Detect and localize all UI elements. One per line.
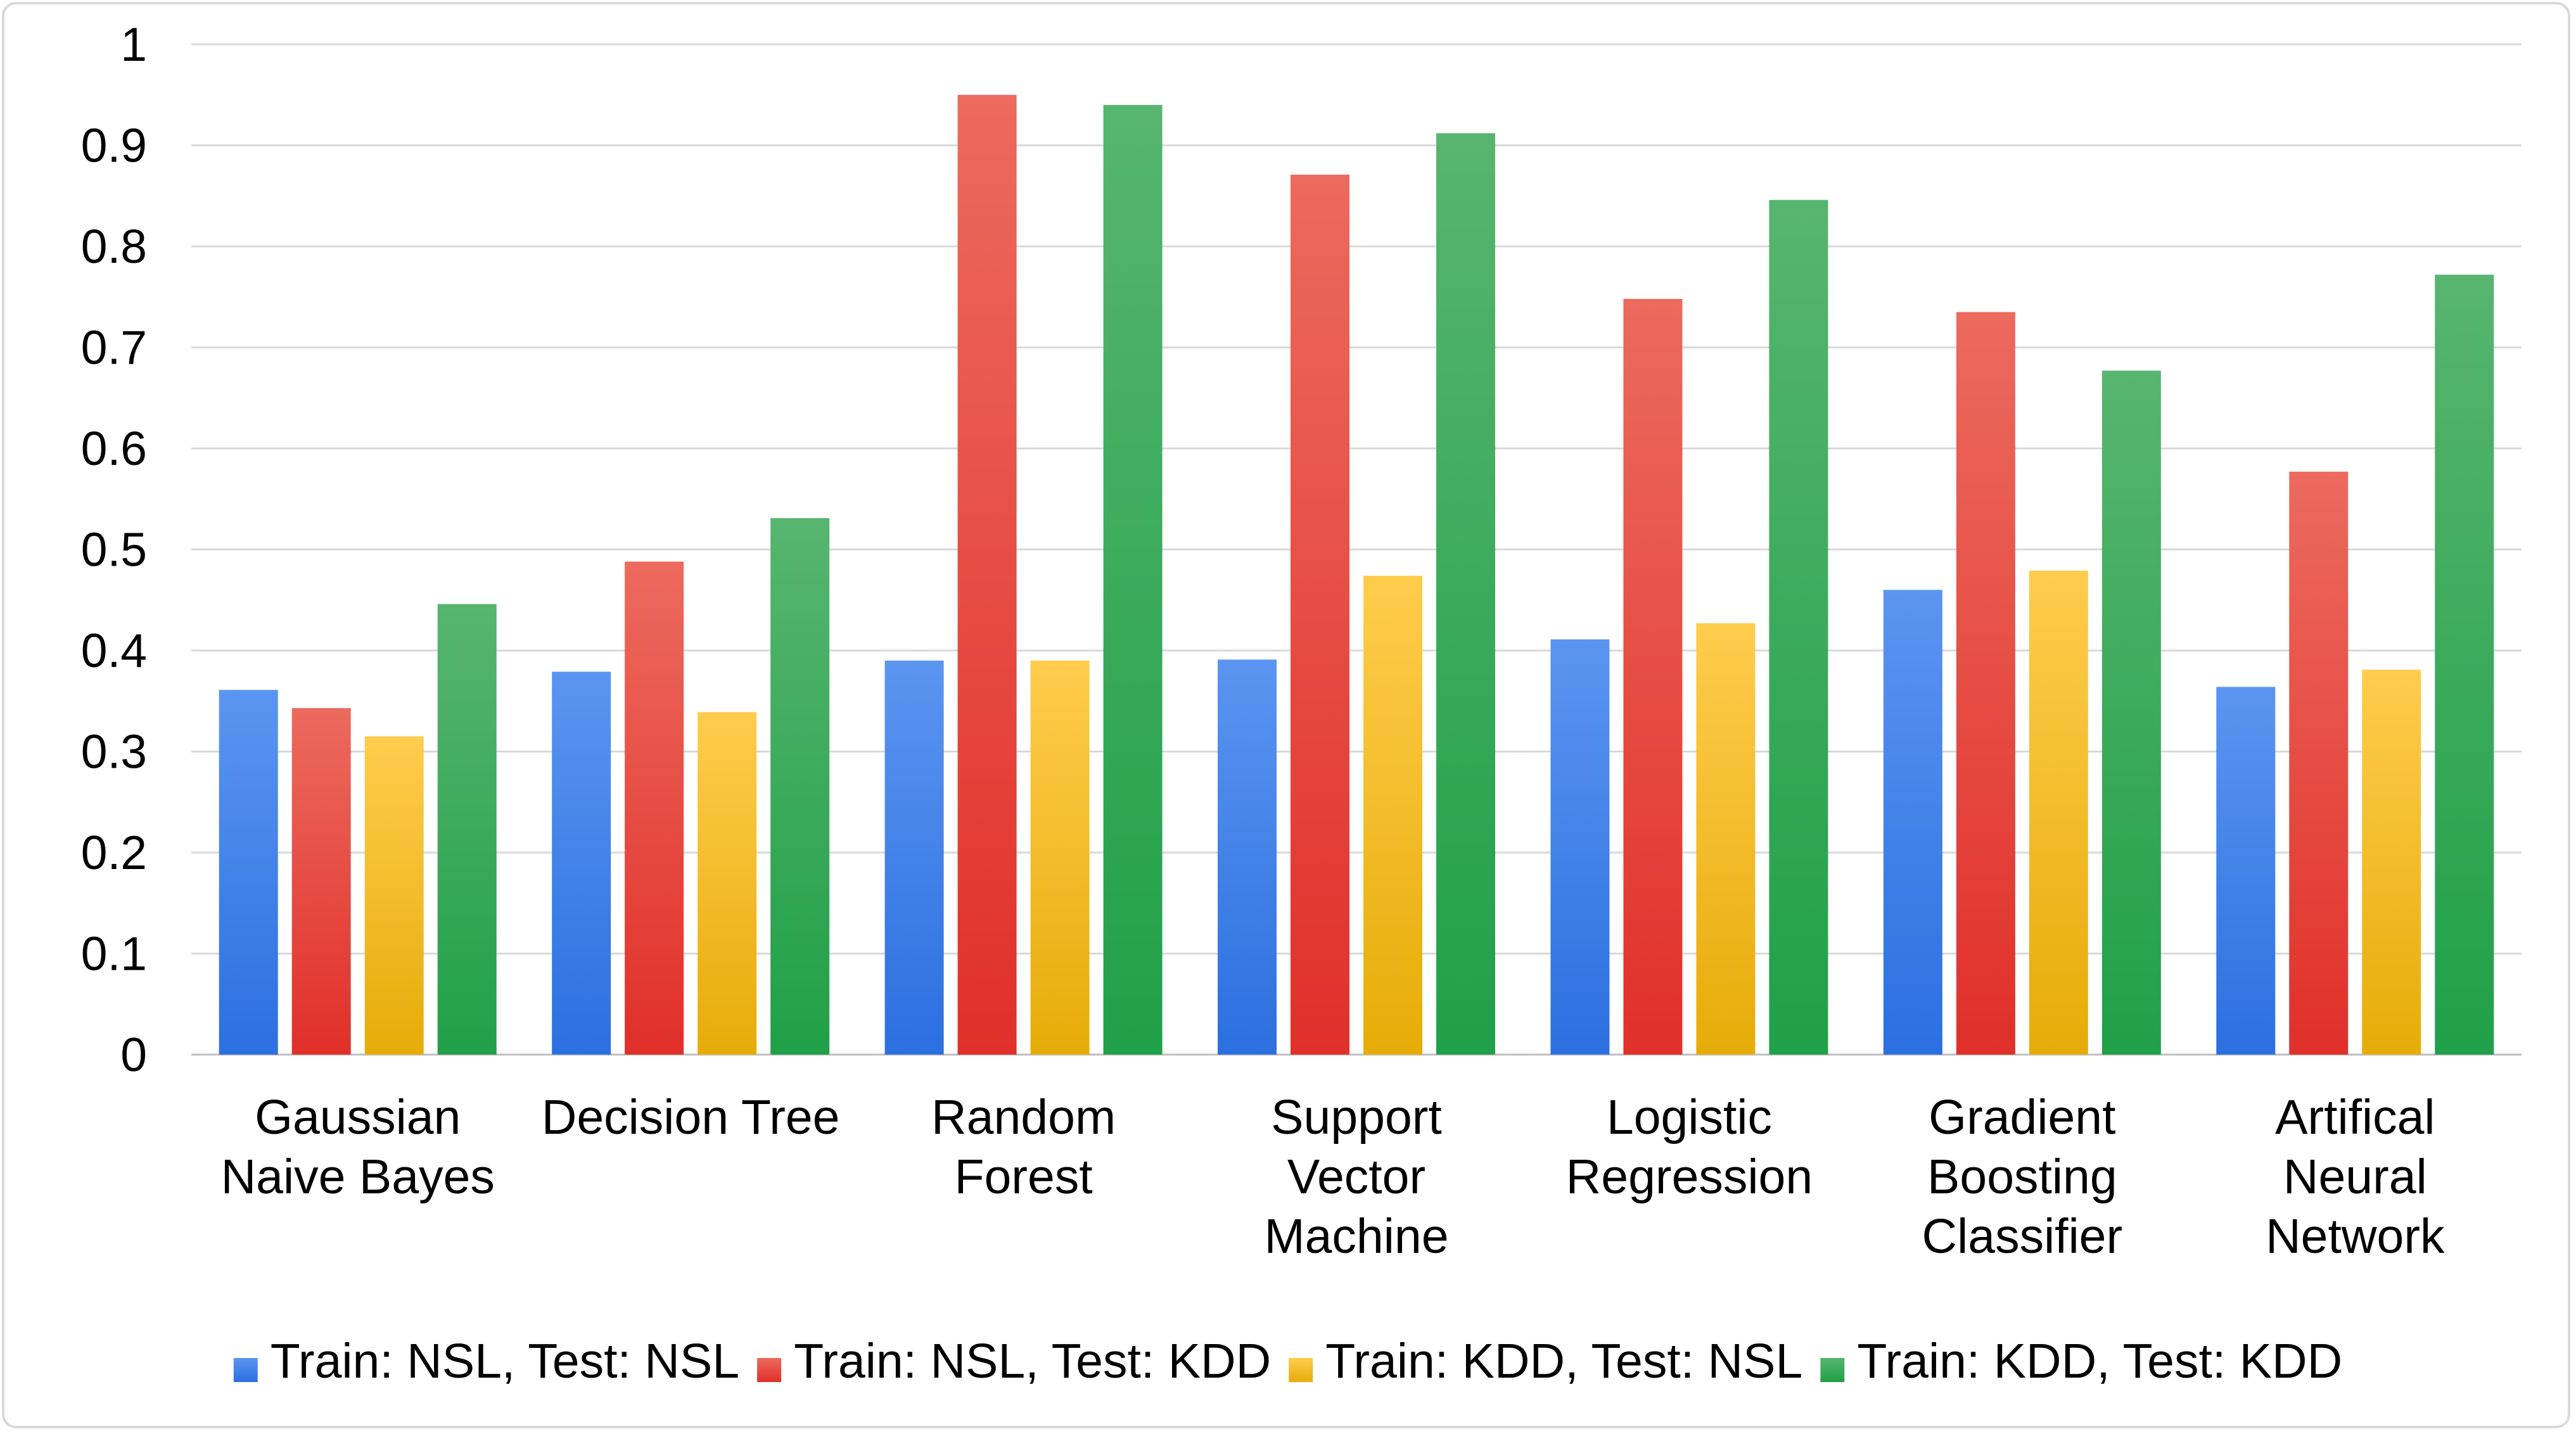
bar xyxy=(2029,570,2088,1055)
x-category-label: Gaussian Naive Bayes xyxy=(221,1090,495,1204)
y-tick-label: 0.5 xyxy=(81,523,147,576)
legend-label: Train: NSL, Test: KDD xyxy=(794,1334,1271,1388)
y-tick-label: 0.7 xyxy=(81,321,147,374)
bar xyxy=(2216,687,2276,1055)
bar xyxy=(1550,639,1610,1055)
x-category-label: Random Forest xyxy=(931,1090,1116,1204)
bar xyxy=(1218,659,1277,1055)
y-tick-label: 0.3 xyxy=(81,725,147,778)
bar xyxy=(957,94,1017,1055)
bar xyxy=(1030,660,1090,1055)
x-category-label: Artifical Neural Network xyxy=(2266,1090,2445,1264)
bar xyxy=(291,707,351,1055)
bar xyxy=(1291,174,1349,1055)
bar xyxy=(437,604,497,1055)
bar xyxy=(884,660,944,1055)
y-tick-label: 0.4 xyxy=(81,624,147,677)
x-category-label: Support Vector Machine xyxy=(1264,1090,1448,1264)
legend-swatch xyxy=(1820,1358,1845,1382)
y-tick-label: 0.2 xyxy=(81,826,147,879)
y-tick-label: 0.9 xyxy=(81,119,147,172)
y-tick-label: 0.8 xyxy=(81,220,147,273)
legend-label: Train: KDD, Test: KDD xyxy=(1857,1334,2342,1388)
x-category-label: Logistic Regression xyxy=(1566,1090,1813,1204)
bar xyxy=(552,671,611,1055)
bar xyxy=(698,712,757,1055)
bars xyxy=(219,94,2494,1055)
bar xyxy=(2362,669,2421,1055)
legend-swatch xyxy=(757,1358,782,1382)
bar xyxy=(2435,274,2494,1055)
bar xyxy=(1883,590,1942,1055)
bar xyxy=(1103,105,1163,1055)
bar xyxy=(2101,371,2161,1055)
x-category-label: Decision Tree xyxy=(542,1090,840,1145)
bar xyxy=(770,518,830,1055)
y-tick-label: 0.1 xyxy=(81,927,147,980)
bar xyxy=(364,736,424,1055)
legend-swatch xyxy=(1289,1358,1313,1382)
y-tick-label: 0.6 xyxy=(81,422,147,475)
x-category-label: Gradient Boosting Classifier xyxy=(1922,1090,2123,1264)
bar xyxy=(1769,200,1828,1055)
legend: Train: NSL, Test: NSL Train: NSL, Test: K… xyxy=(233,1334,2342,1388)
y-axis-ticks: 0 0.1 0.2 0.3 0.4 0.5 0.6 0.7 0.8 0.9 1 xyxy=(81,18,147,1081)
legend-label: Train: KDD, Test: NSL xyxy=(1325,1334,1802,1388)
bar xyxy=(1436,133,1495,1055)
bar xyxy=(1696,623,1756,1055)
bar xyxy=(1623,298,1683,1055)
bar xyxy=(2289,471,2349,1055)
x-axis-labels: Gaussian Naive Bayes Decision Tree Random Fo… xyxy=(221,1090,2445,1264)
bar xyxy=(219,690,278,1055)
bar xyxy=(1363,575,1422,1055)
bar xyxy=(1956,312,2015,1055)
y-tick-label: 0 xyxy=(120,1028,147,1081)
bar xyxy=(625,561,684,1055)
y-tick-label: 1 xyxy=(120,18,147,71)
gridlines xyxy=(191,43,2522,1056)
legend-label: Train: NSL, Test: NSL xyxy=(271,1334,739,1388)
legend-swatch xyxy=(233,1358,258,1382)
